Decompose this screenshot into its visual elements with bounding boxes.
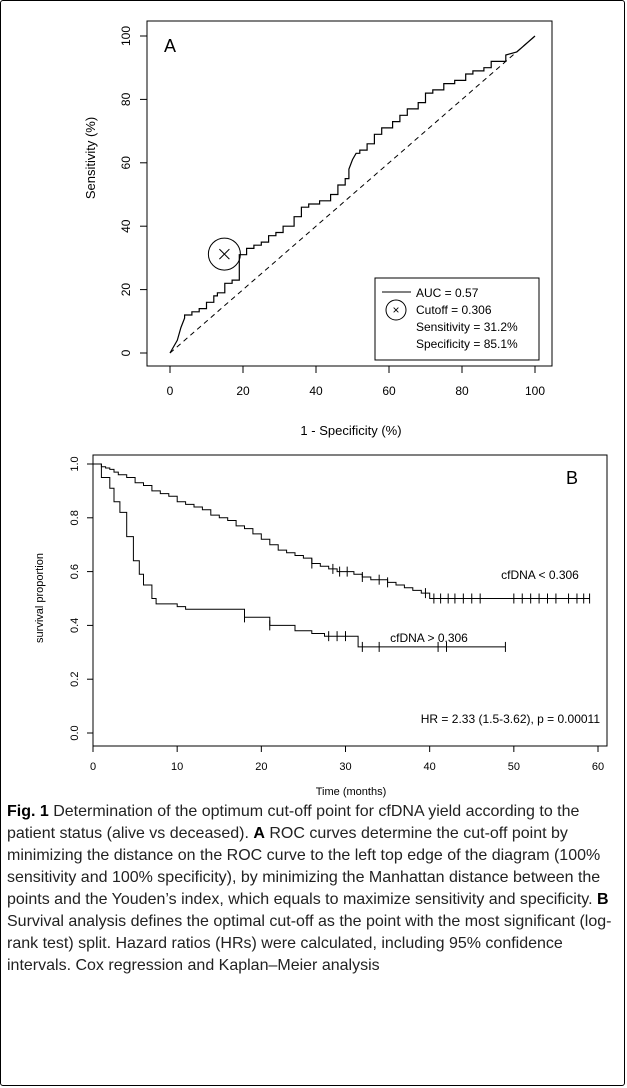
roc-legend-cutoff: Cutoff = 0.306	[416, 303, 492, 317]
svg-text:×: ×	[392, 303, 399, 317]
roc-panel: A 0 20 40 60 80 100 0 20 40 60 80 100 1 - Specific…	[83, 20, 553, 438]
roc-legend-specificity: Specificity = 85.1%	[416, 337, 518, 351]
caption-fig-label: Fig. 1	[7, 803, 49, 820]
roc-x-axis-label: 1 - Specificity (%)	[300, 423, 401, 438]
km-x-axis: 0 10 20 30 40 50 60	[90, 746, 604, 773]
roc-y-tick-label: 60	[119, 156, 133, 170]
km-y-tick-label: 0.4	[69, 618, 81, 633]
roc-plot-box	[146, 20, 553, 367]
roc-x-tick-label: 100	[525, 384, 545, 398]
roc-x-tick-label: 0	[167, 384, 174, 398]
caption-text-3: Survival analysis defines the optimal cu…	[7, 913, 612, 974]
km-series-label-high: cfDNA > 0.306	[390, 631, 468, 645]
km-panel: B 0 10 20 30 40 50 60 0.0 0.2 0.4 0.6 0.8 1.0 Time …	[34, 454, 608, 798]
km-censor-marks	[244, 558, 591, 652]
roc-x-tick-label: 40	[309, 384, 323, 398]
km-x-tick-label: 30	[339, 761, 351, 773]
roc-cutoff-cross	[219, 248, 230, 260]
roc-y-axis-label: Sensitivity (%)	[83, 117, 98, 199]
km-y-tick-label: 0.2	[69, 672, 81, 687]
roc-y-tick-label: 40	[119, 219, 133, 233]
roc-panel-label: A	[164, 36, 176, 56]
caption-text-2: ROC curves determine the cut-off point b…	[7, 825, 601, 908]
roc-y-tick-label: 100	[119, 26, 133, 46]
km-hazard-ratio: HR = 2.33 (1.5-3.62), p = 0.00011	[421, 712, 601, 726]
roc-curve	[169, 35, 536, 354]
km-y-tick-label: 1.0	[69, 456, 81, 471]
roc-x-tick-label: 80	[455, 384, 469, 398]
roc-x-tick-label: 60	[382, 384, 396, 398]
roc-x-axis: 0 20 40 60 80 100	[167, 366, 545, 398]
km-y-tick-label: 0.0	[69, 725, 81, 740]
figure-caption: Fig. 1 Determination of the optimum cut-…	[7, 801, 619, 977]
roc-cutoff-marker	[207, 237, 241, 271]
caption-label-a: A	[253, 825, 265, 842]
roc-y-tick-label: 80	[119, 92, 133, 106]
caption-label-b: B	[596, 891, 609, 908]
km-x-tick-label: 20	[255, 761, 267, 773]
roc-legend-sensitivity: Sensitivity = 31.2%	[416, 320, 518, 334]
km-x-tick-label: 10	[171, 761, 183, 773]
km-x-tick-label: 0	[90, 761, 96, 773]
km-plot-box	[92, 454, 608, 747]
km-y-tick-label: 0.6	[69, 564, 81, 579]
caption-text-1: Determination of the optimum cut-off poi…	[7, 803, 580, 842]
km-series-label-low: cfDNA < 0.306	[501, 568, 579, 582]
km-x-tick-label: 60	[592, 761, 604, 773]
km-x-tick-label: 40	[424, 761, 436, 773]
km-y-axis-label: survival proportion	[34, 553, 46, 643]
roc-x-tick-label: 20	[236, 384, 250, 398]
roc-y-axis: 0 20 40 60 80 100	[119, 26, 147, 356]
roc-y-tick-label: 0	[119, 349, 133, 356]
roc-legend-auc: AUC = 0.57	[416, 286, 479, 300]
roc-y-tick-label: 20	[119, 283, 133, 297]
km-x-axis-label: Time (months)	[316, 786, 387, 798]
roc-cutoff-circle	[207, 237, 241, 271]
km-curve-low-cfdna	[93, 463, 590, 599]
km-y-tick-label: 0.8	[69, 510, 81, 525]
km-y-axis: 0.0 0.2 0.4 0.6 0.8 1.0	[69, 456, 93, 741]
roc-legend: × AUC = 0.57 Cutoff = 0.306 Sensitivity …	[374, 277, 540, 361]
km-x-tick-label: 50	[508, 761, 520, 773]
km-panel-label: B	[566, 468, 578, 488]
km-curve-high-cfdna	[93, 463, 506, 648]
